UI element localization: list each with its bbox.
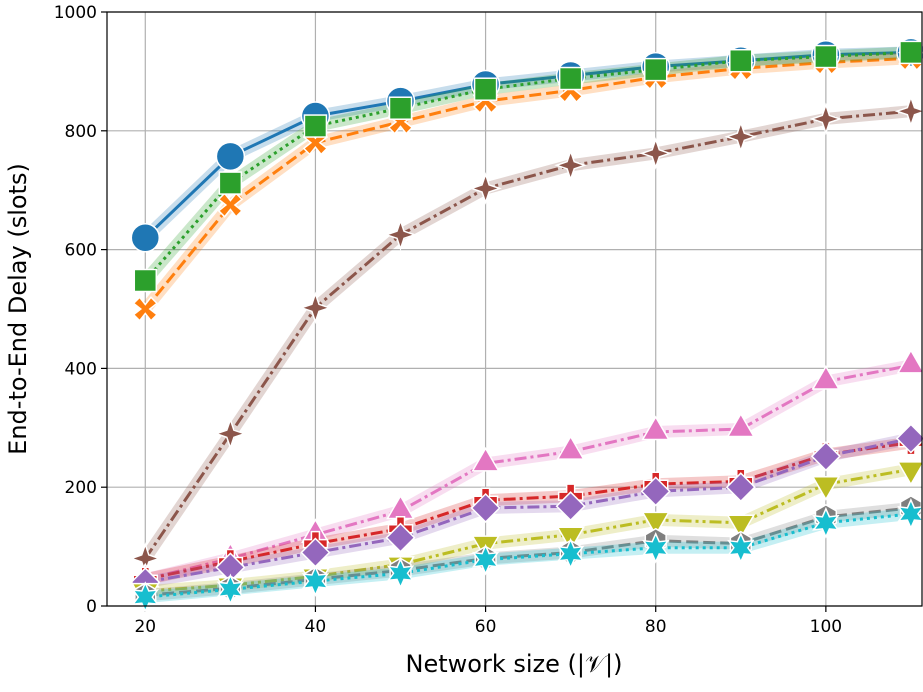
confidence-band (140, 46, 912, 285)
series-line (144, 56, 911, 310)
x-tick-label: 60 (475, 617, 497, 637)
marker (471, 543, 500, 576)
marker (556, 537, 585, 570)
marker (217, 192, 244, 218)
marker (897, 498, 923, 530)
marker (470, 492, 501, 524)
marker (640, 476, 671, 507)
marker (132, 296, 159, 322)
marker (215, 141, 246, 172)
marker (133, 268, 158, 293)
series-line (144, 363, 912, 581)
marker (810, 441, 841, 472)
y-tick-label: 200 (65, 478, 97, 498)
marker (639, 137, 673, 170)
series-line (144, 109, 912, 560)
marker (814, 44, 838, 69)
y-tick-label: 600 (65, 241, 97, 261)
y-tick-label: 800 (65, 122, 97, 142)
marker (642, 531, 670, 564)
marker (131, 581, 159, 613)
marker (384, 218, 417, 252)
marker (555, 491, 586, 522)
marker (725, 472, 756, 503)
marker (894, 94, 923, 128)
marker (388, 96, 413, 120)
marker (811, 475, 841, 501)
series-line (145, 467, 912, 593)
marker (729, 48, 753, 73)
marker (643, 57, 668, 82)
marker (641, 415, 670, 441)
marker (130, 222, 161, 253)
marker (896, 461, 923, 486)
marker (556, 435, 585, 460)
marker (896, 348, 923, 374)
x-tick-label: 20 (134, 617, 156, 637)
marker (724, 120, 758, 154)
marker (218, 171, 243, 195)
marker (726, 514, 756, 540)
marker (385, 522, 416, 553)
series-line (145, 512, 912, 599)
marker (895, 423, 923, 454)
marker (554, 148, 587, 182)
marker (726, 412, 756, 438)
x-axis-label: Network size (|𝒱|) (406, 650, 623, 678)
marker (214, 417, 247, 451)
plot-frame (106, 11, 923, 607)
marker (301, 565, 330, 597)
marker (216, 573, 245, 606)
series-line (144, 441, 912, 581)
marker (812, 506, 840, 539)
marker (473, 77, 498, 101)
series-line (144, 50, 911, 282)
marker (727, 531, 755, 564)
marker (303, 114, 328, 138)
marker (558, 66, 583, 91)
marker (386, 557, 415, 590)
x-tick-label: 100 (810, 617, 842, 637)
x-tick-label: 80 (645, 617, 667, 637)
y-tick-label: 400 (65, 359, 97, 379)
y-tick-label: 0 (86, 597, 97, 617)
plot-area (128, 37, 923, 613)
marker (469, 172, 502, 205)
series-line (145, 437, 912, 584)
series-line (144, 50, 911, 239)
marker (809, 102, 843, 136)
y-axis-label: End-to-End Delay (slots) (4, 163, 32, 455)
marker (811, 365, 841, 390)
y-tick-label: 1000 (54, 3, 97, 23)
marker (471, 446, 500, 472)
marker (641, 511, 670, 537)
marker (899, 40, 923, 65)
x-tick-label: 40 (305, 617, 327, 637)
marker (299, 291, 332, 325)
